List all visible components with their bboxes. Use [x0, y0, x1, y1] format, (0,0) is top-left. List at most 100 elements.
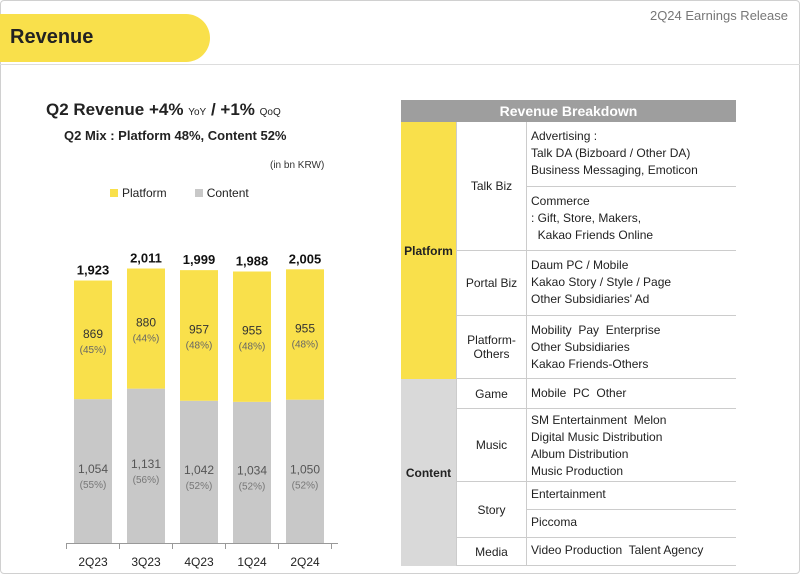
game-desc: Mobile PC Other	[526, 379, 736, 409]
platform-value-label: 955	[242, 324, 262, 338]
legend-swatch-content	[194, 189, 203, 197]
bar-content	[127, 388, 165, 543]
sub-portal-biz: Portal Biz	[456, 251, 526, 316]
x-tick-label: 2Q24	[290, 555, 320, 569]
x-tick-label: 4Q23	[184, 555, 214, 569]
desc-line: Video Production Talent Agency	[531, 543, 704, 557]
content-pct-label: (56%)	[133, 475, 160, 486]
sub-game: Game	[456, 379, 526, 409]
desc-line: Daum PC / Mobile	[531, 258, 629, 272]
total-label: 2,011	[130, 250, 162, 265]
bar-platform	[233, 271, 271, 402]
bar-platform	[180, 270, 218, 401]
music-desc: SM Entertainment Melon Digital Music Dis…	[526, 409, 736, 482]
headline-qoq: QoQ	[259, 107, 281, 118]
page-title: Revenue	[10, 26, 94, 48]
bar-content	[286, 399, 324, 543]
desc-line: Business Messaging, Emoticon	[531, 163, 698, 177]
legend-label-platform: Platform	[122, 186, 167, 200]
desc-line: Kakao Story / Style / Page	[531, 275, 672, 289]
sub-label: Platform-	[467, 333, 516, 347]
platform-value-label: 955	[295, 321, 315, 335]
sub-platform-others: Platform- Others	[456, 316, 526, 379]
sub-media: Media	[456, 538, 526, 566]
content-pct-label: (55%)	[80, 480, 107, 491]
desc-line: : Gift, Store, Makers,	[531, 211, 642, 225]
platform-pct-label: (48%)	[292, 339, 319, 350]
desc-line: Mobile PC Other	[531, 386, 627, 400]
q2-headline: Q2 Revenue +4% YoY / +1% QoQ	[46, 100, 281, 120]
desc-line: Kakao Friends Online	[531, 228, 654, 242]
content-value-label: 1,054	[78, 462, 108, 476]
breakdown-title: Revenue Breakdown	[401, 100, 736, 122]
category-content: Content	[401, 379, 456, 566]
story-entertainment: Entertainment	[526, 482, 736, 510]
content-value-label: 1,131	[131, 457, 161, 471]
platform-pct-label: (48%)	[239, 342, 266, 353]
desc-line: Other Subsidiaries' Ad	[531, 292, 650, 306]
sub-talk-biz: Talk Biz	[456, 122, 526, 251]
revenue-breakdown-table: Revenue Breakdown Platform Content Talk …	[401, 100, 736, 566]
bar-platform	[286, 269, 324, 400]
desc-line: SM Entertainment Melon	[531, 413, 667, 427]
desc-line: Other Subsidiaries	[531, 340, 630, 354]
title-pill: Revenue	[0, 14, 210, 62]
bar-content	[233, 401, 271, 543]
content-value-label: 1,050	[290, 462, 320, 476]
platform-others-desc: Mobility Pay Enterprise Other Subsidiari…	[526, 316, 736, 379]
desc-line: Digital Music Distribution	[531, 430, 663, 444]
headline-qoq-value: / +1%	[210, 100, 255, 119]
headline-yoy: YoY	[188, 107, 207, 118]
total-label: 1,999	[183, 252, 216, 267]
revenue-bar-chart: 1,923 869 (45%) 1,054 (55%) 2Q23 2,011 880 (44%)…	[66, 250, 338, 569]
content-value-label: 1,042	[184, 463, 214, 477]
bar-content	[180, 400, 218, 543]
media-desc: Video Production Talent Agency	[526, 538, 736, 566]
legend-swatch-platform	[110, 189, 118, 197]
platform-value-label: 880	[136, 316, 156, 330]
content-pct-label: (52%)	[239, 481, 266, 492]
platform-value-label: 957	[189, 322, 209, 336]
desc-line: Piccoma	[531, 515, 578, 529]
total-label: 1,923	[77, 263, 110, 278]
q2-mix: Q2 Mix : Platform 48%, Content 52%	[64, 128, 287, 143]
talk-biz-commerce: Commerce : Gift, Store, Makers, Kakao Fr…	[526, 187, 736, 251]
platform-pct-label: (48%)	[186, 340, 213, 351]
release-label: 2Q24 Earnings Release	[649, 8, 788, 23]
content-pct-label: (52%)	[186, 481, 213, 492]
legend-label-content: Content	[206, 186, 249, 200]
platform-pct-label: (45%)	[80, 345, 107, 356]
x-tick-label: 2Q23	[78, 555, 108, 569]
bar-content	[74, 399, 112, 543]
sub-music: Music	[456, 409, 526, 482]
legend-content: Content	[194, 186, 249, 200]
content-value-label: 1,034	[237, 463, 267, 477]
talk-biz-advertising: Advertising : Talk DA (Bizboard / Other …	[526, 122, 736, 187]
total-label: 1,988	[236, 254, 269, 269]
desc-line: Entertainment	[531, 487, 606, 501]
bar-platform	[74, 280, 112, 400]
desc-line: Kakao Friends-Others	[531, 357, 649, 371]
sub-story: Story	[456, 482, 526, 538]
desc-line: Album Distribution	[531, 447, 629, 461]
desc-line: Commerce	[531, 194, 590, 208]
content-pct-label: (52%)	[292, 480, 319, 491]
desc-line: Music Production	[531, 464, 624, 478]
total-label: 2,005	[289, 251, 322, 266]
story-piccoma: Piccoma	[526, 510, 736, 538]
bar-platform	[127, 268, 165, 389]
desc-line: Talk DA (Bizboard / Other DA)	[531, 146, 691, 160]
platform-value-label: 869	[83, 327, 103, 341]
desc-line: Advertising :	[531, 129, 598, 143]
sub-label: Others	[473, 347, 510, 361]
portal-biz-desc: Daum PC / Mobile Kakao Story / Style / P…	[526, 251, 736, 316]
x-tick-label: 1Q24	[237, 555, 267, 569]
header-divider	[0, 64, 800, 65]
platform-pct-label: (44%)	[133, 334, 160, 345]
x-tick-label: 3Q23	[131, 555, 161, 569]
category-platform: Platform	[401, 122, 456, 379]
headline-main: Q2 Revenue +4%	[46, 100, 184, 119]
legend-platform: Platform	[110, 186, 167, 200]
desc-line: Mobility Pay Enterprise	[531, 323, 661, 337]
chart-legend: Platform Content	[110, 186, 249, 200]
